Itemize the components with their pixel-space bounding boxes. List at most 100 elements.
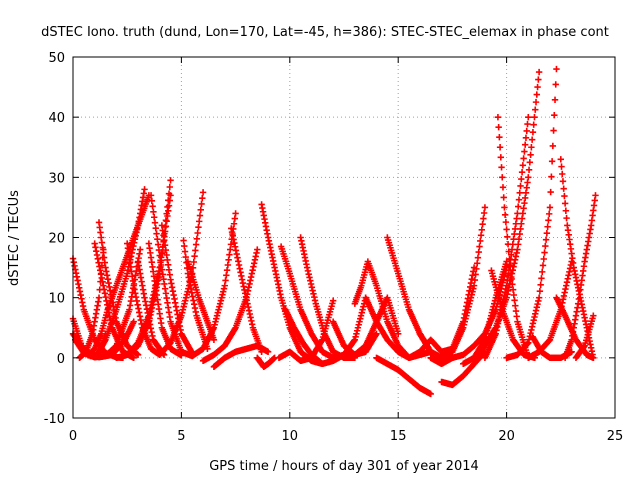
data-point	[199, 189, 207, 196]
data-point	[518, 175, 525, 183]
data-point	[535, 68, 543, 76]
y-tick-label: -10	[44, 412, 65, 427]
data-point	[137, 246, 144, 253]
data-point	[512, 307, 520, 315]
x-tick-label: 15	[390, 429, 407, 444]
data-point	[191, 252, 198, 260]
x-tick-labels: 0 5 10 15 20 25	[69, 429, 623, 444]
data-point	[517, 182, 524, 190]
data-point	[329, 297, 337, 304]
series-track	[416, 204, 489, 362]
data-point	[511, 297, 518, 304]
x-tick-label: 5	[177, 429, 185, 444]
y-tick-label: 20	[48, 232, 65, 247]
data-point	[166, 183, 173, 191]
data-point	[539, 262, 547, 269]
data-point	[504, 233, 511, 241]
data-point	[134, 351, 142, 359]
data-point	[478, 226, 486, 233]
data-point	[535, 76, 542, 83]
data-point	[475, 248, 482, 256]
data-marks	[69, 65, 599, 398]
data-point	[149, 203, 156, 210]
data-point	[561, 192, 568, 200]
data-point	[498, 164, 505, 171]
data-point	[509, 281, 516, 288]
data-point	[515, 196, 523, 203]
data-point	[518, 168, 526, 176]
data-point	[210, 336, 218, 343]
series-track	[481, 113, 532, 362]
y-tick-labels: -10 0 10 20 30 40 50	[44, 51, 65, 427]
series-track	[572, 312, 597, 362]
data-point	[473, 265, 480, 273]
data-point	[477, 237, 484, 245]
data-point	[516, 189, 523, 197]
data-point	[148, 197, 156, 205]
chart-title: dSTEC Iono. truth (dund, Lon=170, Lat=-4…	[41, 25, 609, 40]
data-point	[373, 330, 380, 337]
data-point	[152, 225, 159, 232]
data-point	[537, 281, 544, 288]
data-point	[524, 120, 531, 128]
data-point	[395, 330, 402, 337]
data-point	[521, 148, 528, 155]
data-point	[546, 204, 554, 211]
data-point	[195, 223, 202, 231]
data-point	[196, 218, 203, 225]
x-tick-label: 10	[282, 429, 299, 444]
data-point	[190, 258, 197, 266]
data-point	[541, 249, 548, 256]
data-point	[473, 260, 481, 267]
data-point	[499, 184, 507, 191]
data-point	[505, 248, 512, 255]
data-point	[545, 217, 552, 224]
data-point	[499, 174, 506, 181]
data-point	[544, 223, 551, 230]
data-point	[507, 270, 515, 277]
data-point	[181, 248, 189, 255]
data-point	[512, 302, 519, 309]
data-point	[141, 186, 148, 193]
data-point	[154, 241, 162, 248]
data-point	[182, 253, 189, 261]
data-point	[258, 348, 265, 356]
series-track	[258, 201, 315, 365]
y-tick-label: 0	[57, 352, 65, 367]
data-point	[563, 214, 570, 222]
data-point	[519, 162, 527, 169]
data-point	[254, 246, 261, 253]
series-track	[199, 246, 261, 365]
data-point	[551, 96, 559, 103]
data-point	[155, 246, 163, 254]
data-point	[151, 214, 158, 221]
series-track	[373, 354, 434, 398]
data-point	[528, 144, 535, 151]
data-point	[547, 188, 554, 196]
data-point	[500, 194, 507, 201]
data-point	[156, 270, 163, 277]
data-point	[474, 254, 482, 261]
data-point	[538, 275, 545, 282]
data-point	[536, 288, 544, 295]
series-track	[254, 354, 278, 371]
axis-ticks	[72, 56, 616, 419]
data-point	[553, 65, 560, 73]
data-point	[147, 192, 155, 199]
data-point	[164, 203, 171, 211]
series-track	[156, 189, 207, 359]
data-point	[539, 268, 546, 276]
data-point	[552, 81, 559, 88]
data-point	[193, 235, 201, 242]
data-point	[165, 197, 172, 204]
data-point	[535, 294, 543, 301]
data-point	[477, 232, 485, 239]
data-point	[165, 190, 173, 197]
data-point	[481, 204, 489, 211]
data-point	[507, 263, 514, 270]
data-point	[199, 194, 206, 202]
data-point	[532, 98, 540, 106]
data-point	[545, 210, 553, 218]
data-point	[192, 247, 199, 254]
data-point	[548, 158, 556, 165]
